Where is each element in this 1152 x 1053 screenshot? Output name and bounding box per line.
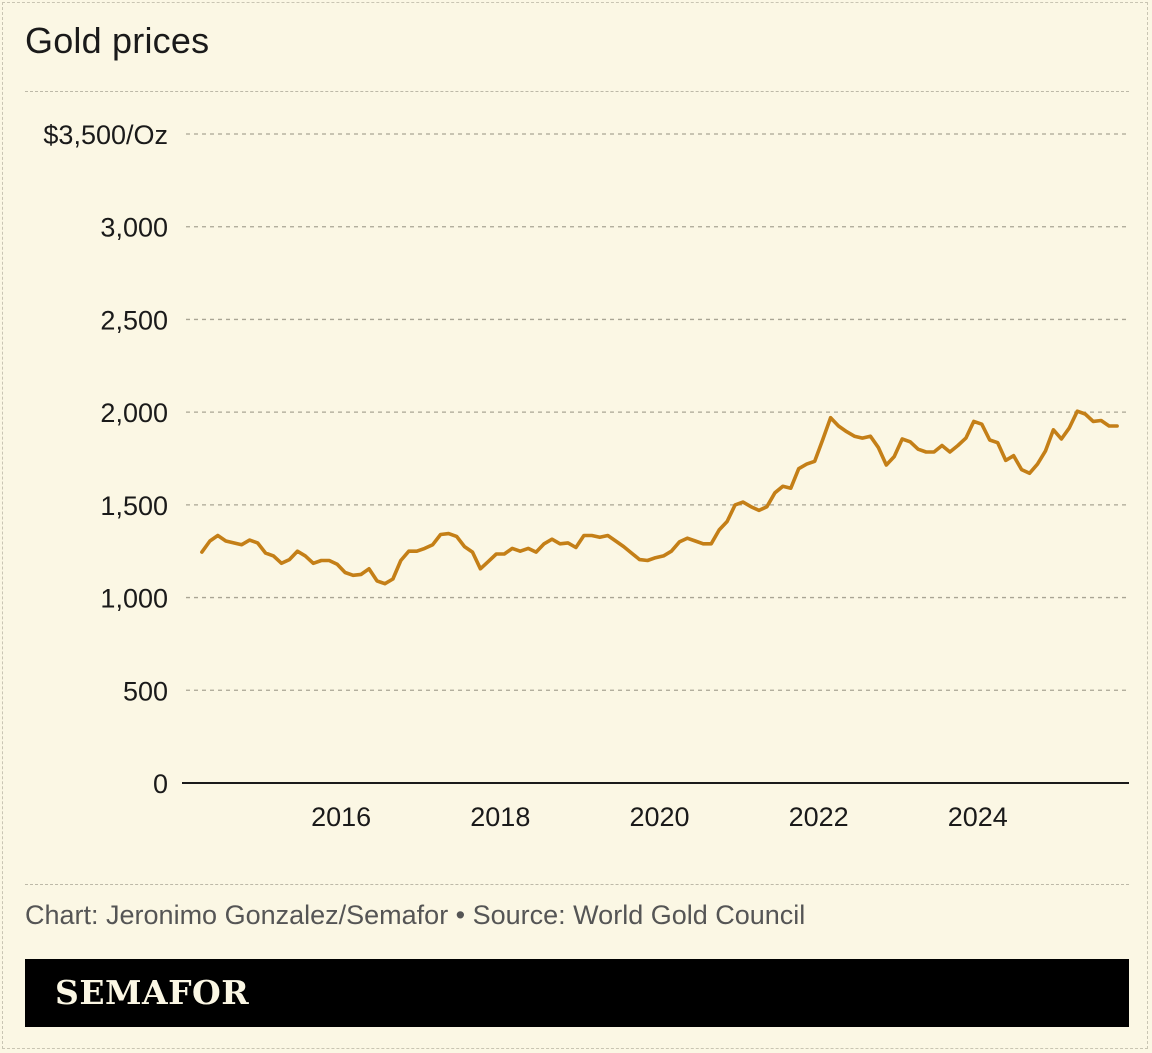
- x-tick-label: 2020: [629, 802, 689, 832]
- x-tick-label: 2024: [948, 802, 1008, 832]
- x-tick-label: 2022: [789, 802, 849, 832]
- y-tick-label: 500: [123, 676, 168, 706]
- y-tick-label: 1,000: [100, 584, 168, 614]
- chart-title: Gold prices: [25, 20, 210, 61]
- x-axis-ticks: 2016 2018 2020 2022 2024: [311, 802, 1008, 832]
- y-axis-ticks: $3,500/Oz 3,000 2,500 2,000 1,500 1,000 500 0: [43, 120, 168, 799]
- y-tick-label: 0: [153, 769, 168, 799]
- y-tick-label: 3,000: [100, 213, 168, 243]
- gold-price-line: [200, 409, 1119, 586]
- x-tick-label: 2018: [470, 802, 530, 832]
- y-tick-label: 1,500: [100, 491, 168, 521]
- brand-bar: SEMAFOR: [25, 959, 1129, 1027]
- grid-lines: [186, 133, 1129, 691]
- header-divider: [25, 91, 1129, 92]
- brand-logo: SEMAFOR: [55, 973, 250, 1012]
- y-tick-label: 2,500: [100, 305, 168, 335]
- x-tick-label: 2016: [311, 802, 371, 832]
- y-tick-label: 2,000: [100, 398, 168, 428]
- y-tick-label: $3,500/Oz: [43, 120, 168, 150]
- footer-divider: [25, 884, 1129, 885]
- source-note: Chart: Jeronimo Gonzalez/Semafor • Sourc…: [25, 900, 806, 930]
- line-chart: $3,500/Oz 3,000 2,500 2,000 1,500 1,000 500 0 2…: [43, 120, 1129, 832]
